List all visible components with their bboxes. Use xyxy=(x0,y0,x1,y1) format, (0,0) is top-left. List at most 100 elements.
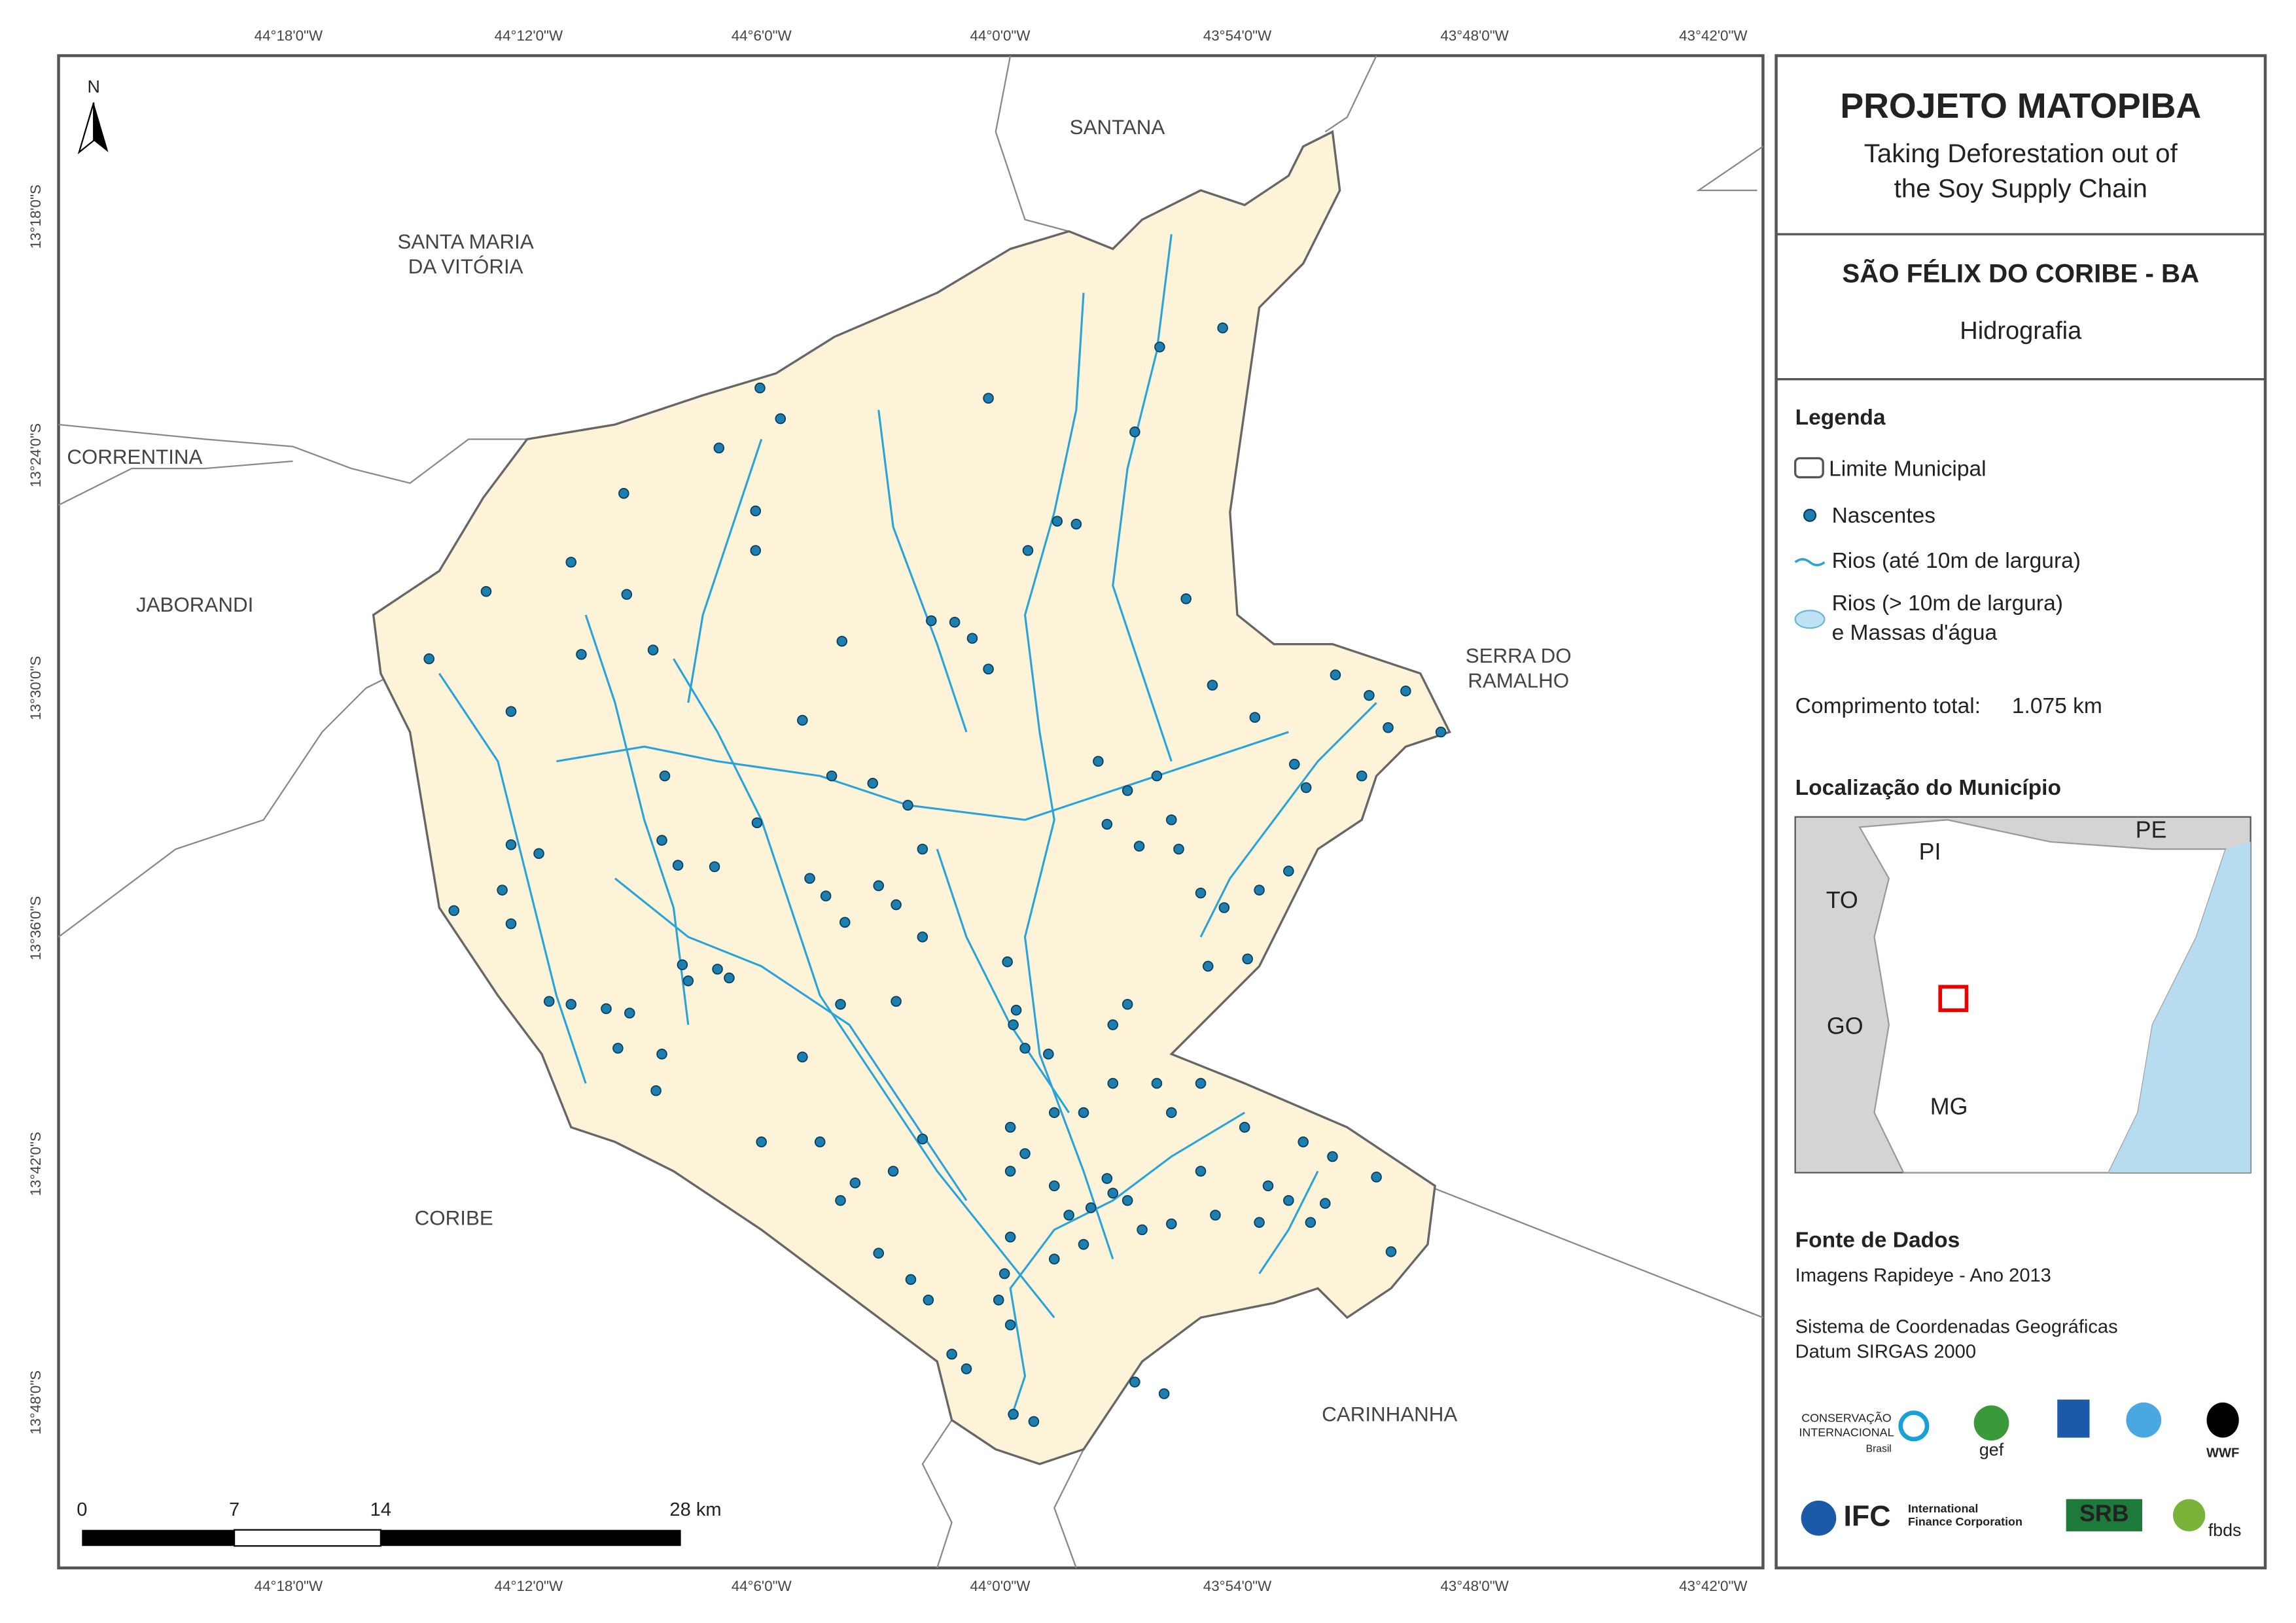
scale-label: 0 xyxy=(77,1499,87,1520)
springs xyxy=(423,323,1447,1427)
spring xyxy=(1289,758,1300,770)
spring xyxy=(1151,1077,1163,1089)
spring xyxy=(565,557,577,568)
state-label: PE xyxy=(2136,817,2167,843)
logo-text: INTERNACIONAL xyxy=(1799,1426,1894,1439)
spring xyxy=(835,998,846,1010)
spring xyxy=(1254,1217,1265,1228)
place-label: SANTANA xyxy=(1070,116,1165,139)
spring xyxy=(1254,884,1265,896)
legend-label: Limite Municipal xyxy=(1829,457,1987,481)
boundary xyxy=(995,55,1069,232)
spring xyxy=(1239,1121,1250,1133)
spring xyxy=(1283,865,1294,877)
spring xyxy=(1364,689,1375,701)
spring xyxy=(917,1133,928,1145)
spring xyxy=(1242,953,1253,965)
spring xyxy=(1207,680,1218,691)
state-label: MG xyxy=(1930,1094,1968,1120)
source-line: Imagens Rapideye - Ano 2013 xyxy=(1795,1265,2051,1286)
spring xyxy=(1158,1388,1170,1399)
spring xyxy=(677,959,688,971)
river xyxy=(1023,292,1114,1260)
spring xyxy=(1070,518,1082,530)
boundary xyxy=(921,1420,953,1569)
spring xyxy=(618,487,629,499)
x-coordinate-label: 43°42'0"W xyxy=(1679,27,1748,44)
legend-swatch xyxy=(1794,558,1826,567)
spring xyxy=(497,884,508,896)
theme: Hidrografia xyxy=(1960,317,2082,345)
spring xyxy=(966,633,978,644)
spring xyxy=(797,714,808,726)
spring xyxy=(993,1295,1004,1306)
spring xyxy=(1137,1224,1148,1236)
scale-seg xyxy=(233,1529,381,1547)
subtitle: Taking Deforestation out of xyxy=(1864,139,2178,168)
logo-gef xyxy=(1973,1405,2009,1441)
x-coordinate-label: 43°48'0"W xyxy=(1440,27,1509,44)
spring xyxy=(946,1348,957,1360)
spring xyxy=(423,653,434,665)
spring xyxy=(1129,426,1140,438)
spring xyxy=(1022,545,1034,556)
spring xyxy=(751,817,763,829)
spring xyxy=(1010,1004,1022,1016)
spring xyxy=(836,635,848,647)
spring xyxy=(873,880,885,892)
spring xyxy=(1202,960,1214,972)
boundary xyxy=(1427,1185,1763,1319)
spring xyxy=(1063,1210,1074,1221)
river xyxy=(1009,1111,1246,1421)
spring xyxy=(839,916,851,928)
boundary xyxy=(1696,145,1764,192)
y-coordinate-label: 13°36'0"S xyxy=(27,896,44,960)
spring xyxy=(1028,1416,1040,1427)
spring xyxy=(1218,902,1230,913)
spring xyxy=(835,1195,846,1206)
title: PROJETO MATOPIBA xyxy=(1840,86,2201,126)
spring xyxy=(621,589,633,600)
place-label: SERRA DO xyxy=(1466,644,1572,667)
spring xyxy=(983,663,994,675)
spring xyxy=(1383,722,1394,733)
spring xyxy=(543,996,555,1007)
spring xyxy=(1305,1217,1316,1228)
river xyxy=(1199,702,1377,937)
spring xyxy=(713,442,725,454)
legend-swatch xyxy=(1794,610,1826,629)
spring xyxy=(1217,323,1228,334)
river xyxy=(1258,1170,1319,1274)
scale-bar xyxy=(82,1529,681,1547)
spring xyxy=(1078,1107,1089,1119)
spring xyxy=(873,1248,885,1259)
spring xyxy=(1298,1136,1309,1147)
spring xyxy=(1122,998,1133,1010)
x-coordinate-label: 44°6'0"W xyxy=(732,1578,792,1594)
spring xyxy=(1283,1195,1294,1206)
x-coordinate-label: 44°12'0"W xyxy=(495,1578,563,1594)
y-coordinate-label: 13°30'0"S xyxy=(27,656,44,720)
spring xyxy=(656,835,667,846)
legend-label: Rios (até 10m de largura) xyxy=(1832,549,2081,573)
scale-label: 28 km xyxy=(669,1499,721,1520)
logo-undp xyxy=(2057,1399,2090,1438)
river xyxy=(584,614,690,1025)
spring xyxy=(826,770,838,782)
spring xyxy=(750,545,762,556)
logo-text: Brasil xyxy=(1866,1444,1892,1455)
logo-text: gef xyxy=(1979,1440,2004,1459)
sources-title: Fonte de Dados xyxy=(1795,1229,1960,1253)
river xyxy=(877,410,968,733)
logo-text: fbds xyxy=(2208,1520,2242,1540)
place-label: JABORANDI xyxy=(136,593,253,616)
x-coordinate-label: 44°12'0"W xyxy=(495,27,563,44)
spring xyxy=(659,770,671,782)
spring xyxy=(1195,1077,1207,1089)
state-label: TO xyxy=(1826,887,1858,913)
spring xyxy=(905,1274,917,1285)
spring xyxy=(814,1136,826,1147)
logo-unep xyxy=(2126,1402,2162,1438)
spring xyxy=(1154,341,1165,353)
